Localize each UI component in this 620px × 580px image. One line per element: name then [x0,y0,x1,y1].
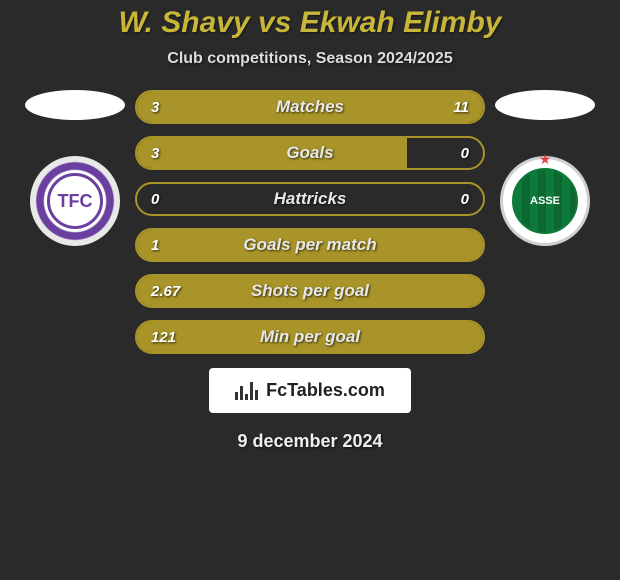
stat-value-right: 0 [461,191,469,208]
stat-value-left: 121 [151,329,176,346]
stat-label: Goals [286,143,333,163]
stat-value-left: 1 [151,237,159,254]
stat-bar: 3 Matches 11 [135,90,485,124]
stat-value-right: 11 [453,99,469,116]
jersey-right-icon [495,90,595,120]
stat-fill-left [137,138,407,168]
main-row: TFC 3 Matches 11 3 Goals 0 0 Hattricks 0 1 Goals p… [0,90,620,354]
stat-label: Goals per match [243,235,376,255]
club-badge-left: TFC [30,156,120,246]
player-right-side: ★ ASSE [485,90,605,246]
club-badge-right: ★ ASSE [500,156,590,246]
stat-fill-right [210,92,483,122]
stat-fill-left [137,92,210,122]
subtitle: Club competitions, Season 2024/2025 [167,50,452,68]
stat-value-right: 0 [461,145,469,162]
brand-text: FcTables.com [266,380,385,401]
brand-logo: FcTables.com [209,368,411,413]
bar-chart-icon [235,382,258,400]
stats-column: 3 Matches 11 3 Goals 0 0 Hattricks 0 1 Goals per m… [135,90,485,354]
stat-value-left: 0 [151,191,159,208]
club-badge-right-text: ASSE [512,168,578,234]
page-title: W. Shavy vs Ekwah Elimby [119,6,502,40]
stat-label: Shots per goal [251,281,369,301]
stat-bar: 2.67 Shots per goal [135,274,485,308]
stat-bar: 3 Goals 0 [135,136,485,170]
stat-value-left: 3 [151,145,159,162]
stat-bar: 0 Hattricks 0 [135,182,485,216]
club-badge-left-text: TFC [47,173,103,229]
stat-label: Min per goal [260,327,360,347]
infographic-container: W. Shavy vs Ekwah Elimby Club competitio… [0,0,620,580]
player-left-side: TFC [15,90,135,246]
stat-label: Matches [276,97,344,117]
star-icon: ★ [539,151,552,168]
stat-label: Hattricks [274,189,347,209]
jersey-left-icon [25,90,125,120]
stat-bar: 1 Goals per match [135,228,485,262]
stat-bar: 121 Min per goal [135,320,485,354]
date-text: 9 december 2024 [237,431,382,452]
stat-value-left: 2.67 [151,283,180,300]
stat-value-left: 3 [151,99,159,116]
